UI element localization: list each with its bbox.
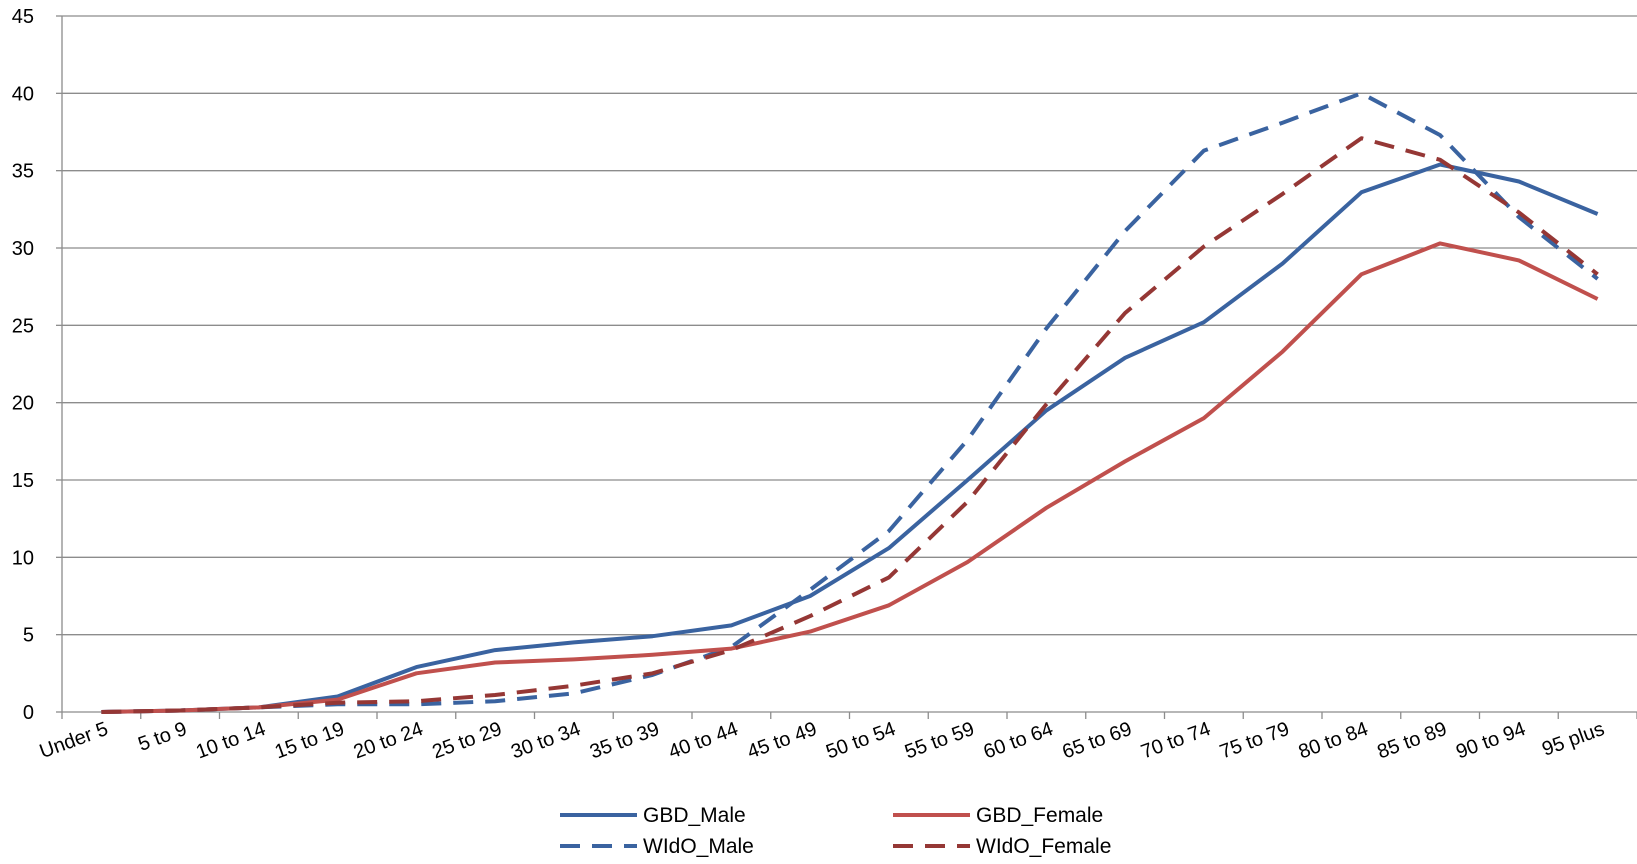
y-tick-label: 20 [12, 393, 34, 415]
y-tick-label: 5 [23, 625, 34, 647]
legend-label: GBD_Female [976, 804, 1103, 827]
gridlines [62, 15, 1637, 636]
x-tick-label: 90 to 94 [1453, 718, 1528, 763]
legend-label: WIdO_Female [976, 835, 1111, 858]
legend: GBD_Male GBD_Female WIdO_Male WIdO_Female [560, 804, 1111, 858]
series-line-wido-female [101, 136, 1599, 714]
x-tick-label: 50 to 54 [823, 718, 898, 763]
x-tick-label: Under 5 [37, 718, 111, 763]
x-tick-label: 85 to 89 [1374, 718, 1449, 763]
x-tick-label: 80 to 84 [1296, 718, 1371, 763]
series-line-gbd-male [101, 162, 1599, 714]
legend-label: GBD_Male [643, 804, 746, 827]
x-tick-label: 25 to 29 [429, 718, 504, 763]
y-axis-ticks: 0 5 10 15 20 25 30 35 40 45 [12, 6, 62, 724]
x-tick-label: 10 to 14 [193, 718, 268, 763]
series-line-gbd-female [101, 241, 1599, 714]
y-tick-label: 10 [12, 547, 34, 569]
x-tick-label: 40 to 44 [666, 718, 741, 763]
x-tick-label: 55 to 59 [902, 718, 977, 763]
y-tick-label: 30 [12, 238, 34, 260]
x-tick-label: 75 to 79 [1217, 718, 1292, 763]
series-lines [101, 91, 1599, 714]
legend-label: WIdO_Male [643, 835, 754, 858]
x-tick-label: 20 to 24 [351, 718, 426, 763]
y-tick-label: 25 [12, 315, 34, 337]
x-tick-label: 30 to 34 [508, 718, 583, 763]
y-tick-label: 35 [12, 161, 34, 183]
x-tick-label: 15 to 19 [272, 718, 347, 763]
x-tick-label: 35 to 39 [587, 718, 662, 763]
x-axis-ticks: Under 5 5 to 9 10 to 14 15 to 19 20 to 24 25 … [37, 712, 1637, 763]
x-tick-label: 5 to 9 [135, 718, 190, 756]
x-tick-label: 60 to 64 [981, 718, 1056, 763]
x-tick-label: 95 plus [1539, 718, 1607, 761]
x-tick-label: 65 to 69 [1059, 718, 1134, 763]
x-tick-label: 70 to 74 [1138, 718, 1213, 763]
x-tick-label: 45 to 49 [744, 718, 819, 763]
y-tick-label: 45 [12, 6, 34, 28]
y-tick-label: 15 [12, 470, 34, 492]
y-tick-label: 0 [23, 702, 34, 724]
series-line-wido-male [101, 91, 1599, 714]
axes [61, 16, 1637, 713]
y-tick-label: 40 [12, 83, 34, 105]
